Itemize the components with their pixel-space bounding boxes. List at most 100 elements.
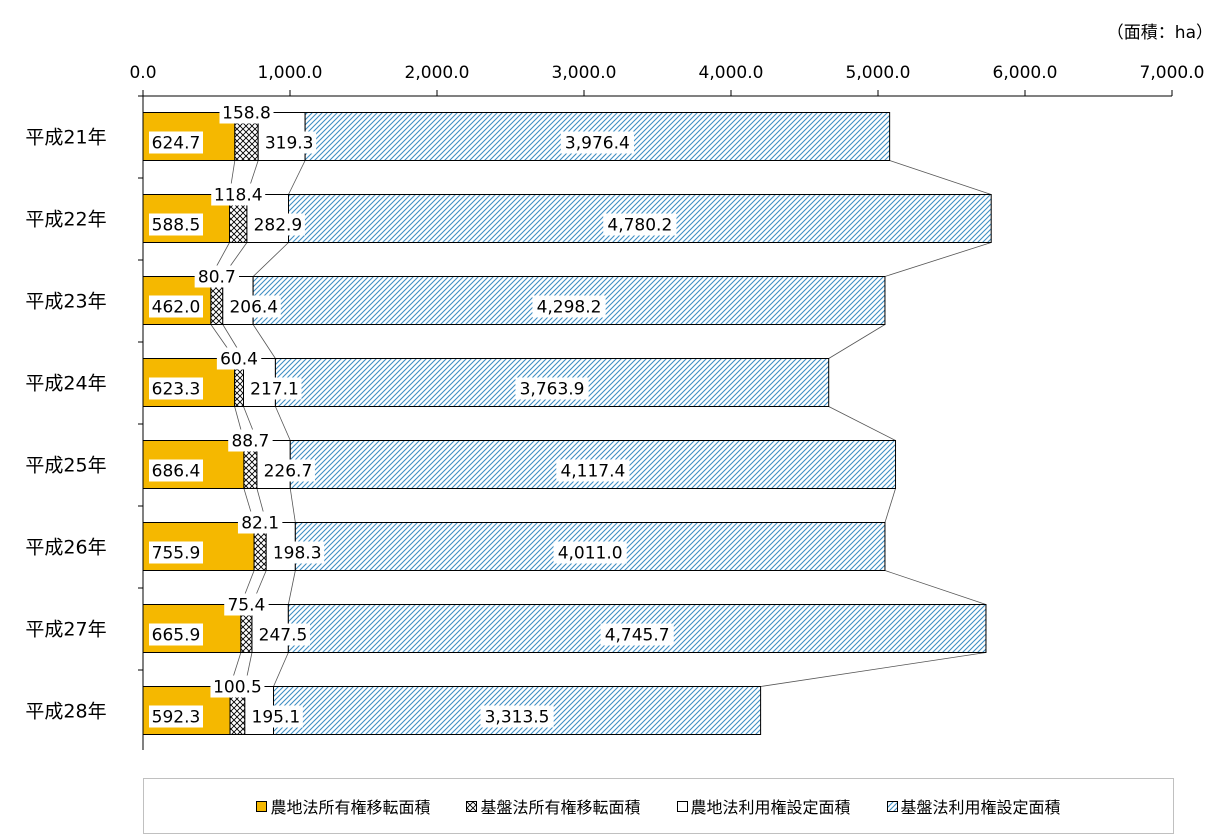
data-label-nouchi-riyou-bg <box>262 131 317 154</box>
data-label-nouchi-riyou: 195.1 <box>252 708 301 728</box>
legend-item-nouchi-shoyuu: 農地法所有権移転面積 <box>256 794 430 818</box>
data-label-nouchi-shoyuu: 592.3 <box>152 708 201 728</box>
data-label-kiban-shoyuu: 80.7 <box>198 268 236 288</box>
series-line <box>273 652 289 687</box>
data-label-nouchi-shoyuu: 686.4 <box>152 462 201 482</box>
legend-swatch-diagonal <box>886 800 898 812</box>
series-line <box>289 488 296 523</box>
legend-label: 基盤法利用権設定面積 <box>900 798 1061 817</box>
series-line <box>884 570 987 605</box>
data-label-nouchi-riyou: 198.3 <box>273 544 322 564</box>
data-label-nouchi-riyou-bg <box>247 377 302 400</box>
legend-swatch-orange <box>256 800 268 812</box>
data-label-kiban-riyou: 4,780.2 <box>607 216 672 236</box>
series-line <box>828 406 896 441</box>
x-tick-label: 4,000.0 <box>699 63 764 83</box>
data-label-nouchi-shoyuu-bg <box>149 459 203 482</box>
x-tick-label: 5,000.0 <box>846 63 911 83</box>
data-label-kiban-shoyuu-bg <box>237 511 283 534</box>
data-label-kiban-shoyuu-bg <box>194 265 240 288</box>
x-tick-label: 1,000.0 <box>258 63 323 83</box>
data-label-kiban-shoyuu-bg <box>210 675 265 698</box>
data-label-kiban-shoyuu-bg <box>228 429 273 452</box>
series-line <box>884 242 992 277</box>
data-label-nouchi-shoyuu: 462.0 <box>152 298 201 318</box>
series-line <box>252 242 289 277</box>
legend-label: 基盤法所有権移転面積 <box>480 798 641 817</box>
series-line <box>252 324 276 359</box>
data-label-nouchi-shoyuu: 624.7 <box>152 134 201 154</box>
data-label-kiban-riyou: 3,313.5 <box>485 708 550 728</box>
x-tick-label: 2,000.0 <box>405 63 470 83</box>
data-label-nouchi-riyou-bg <box>250 213 305 236</box>
data-label-nouchi-shoyuu-bg <box>149 213 203 236</box>
x-tick-label: 7,000.0 <box>1140 63 1205 83</box>
data-label-kiban-riyou: 4,298.2 <box>537 298 602 318</box>
data-label-kiban-riyou-bg <box>600 623 674 646</box>
data-label-kiban-shoyuu-bg <box>216 347 262 370</box>
data-label-kiban-riyou-bg <box>532 295 606 318</box>
legend: 農地法所有権移転面積 基盤法所有権移転面積 農地法利用権設定面積 基盤法利用権設… <box>143 778 1174 834</box>
category-label: 平成24年 <box>25 373 106 395</box>
data-label-nouchi-shoyuu-bg <box>149 295 203 318</box>
category-label: 平成21年 <box>25 127 106 149</box>
data-label-kiban-riyou-bg <box>515 377 589 400</box>
data-label-nouchi-shoyuu-bg <box>149 377 203 400</box>
series-line <box>828 324 886 359</box>
data-label-kiban-riyou-bg <box>553 541 627 564</box>
unit-label: （面積：ha） <box>1107 23 1213 43</box>
category-label: 平成25年 <box>25 455 106 477</box>
data-label-kiban-shoyuu: 82.1 <box>241 514 279 534</box>
data-label-nouchi-shoyuu: 665.9 <box>152 626 201 646</box>
category-label: 平成23年 <box>25 291 106 313</box>
data-label-kiban-shoyuu-bg <box>211 183 266 206</box>
data-label-nouchi-riyou: 247.5 <box>259 626 308 646</box>
data-label-kiban-riyou-bg <box>603 213 677 236</box>
data-label-kiban-riyou-bg <box>560 131 634 154</box>
legend-item-kiban-riyou: 基盤法利用権設定面積 <box>886 794 1061 818</box>
data-label-nouchi-riyou: 206.4 <box>229 298 278 318</box>
category-label: 平成27年 <box>25 619 106 641</box>
legend-swatch-white <box>676 800 688 812</box>
data-label-nouchi-shoyuu-bg <box>149 623 203 646</box>
data-label-kiban-shoyuu: 158.8 <box>222 104 271 124</box>
series-line <box>889 160 992 195</box>
data-label-nouchi-riyou-bg <box>248 705 303 728</box>
data-label-kiban-shoyuu: 118.4 <box>214 186 263 206</box>
x-tick-label: 3,000.0 <box>552 63 617 83</box>
series-line <box>287 570 296 605</box>
data-label-kiban-shoyuu: 75.4 <box>227 596 265 616</box>
data-label-nouchi-riyou: 226.7 <box>264 462 313 482</box>
legend-item-nouchi-riyou: 農地法利用権設定面積 <box>676 794 851 818</box>
data-label-kiban-shoyuu: 60.4 <box>220 350 258 370</box>
series-line <box>760 652 987 687</box>
data-label-kiban-shoyuu: 100.5 <box>213 678 262 698</box>
data-label-nouchi-riyou: 217.1 <box>250 380 299 400</box>
data-label-kiban-riyou-bg <box>480 705 554 728</box>
legend-label: 農地法利用権設定面積 <box>690 798 851 817</box>
data-label-kiban-shoyuu: 88.7 <box>231 432 269 452</box>
data-label-kiban-riyou: 4,011.0 <box>558 544 623 564</box>
data-label-nouchi-shoyuu: 588.5 <box>152 216 201 236</box>
legend-item-kiban-shoyuu: 基盤法所有権移転面積 <box>466 794 641 818</box>
data-label-kiban-riyou: 4,117.4 <box>560 462 625 482</box>
legend-label: 農地法所有権移転面積 <box>270 798 431 817</box>
data-label-kiban-riyou: 3,763.9 <box>520 380 585 400</box>
series-line <box>288 160 306 195</box>
data-label-nouchi-riyou-bg <box>260 459 315 482</box>
legend-swatch-crosshatch <box>466 800 478 812</box>
series-line <box>275 406 291 441</box>
data-label-kiban-riyou: 3,976.4 <box>565 134 630 154</box>
x-tick-label: 6,000.0 <box>993 63 1058 83</box>
category-label: 平成28年 <box>25 701 106 723</box>
data-label-kiban-shoyuu-bg <box>219 101 274 124</box>
data-label-kiban-riyou-bg <box>556 459 630 482</box>
data-label-nouchi-riyou-bg <box>270 541 325 564</box>
data-label-nouchi-riyou: 282.9 <box>254 216 303 236</box>
series-line <box>884 488 896 523</box>
data-label-nouchi-shoyuu: 623.3 <box>152 380 201 400</box>
data-label-kiban-shoyuu-bg <box>224 593 269 616</box>
data-label-nouchi-shoyuu-bg <box>149 705 203 728</box>
category-label: 平成22年 <box>25 209 106 231</box>
data-label-nouchi-shoyuu-bg <box>149 541 203 564</box>
